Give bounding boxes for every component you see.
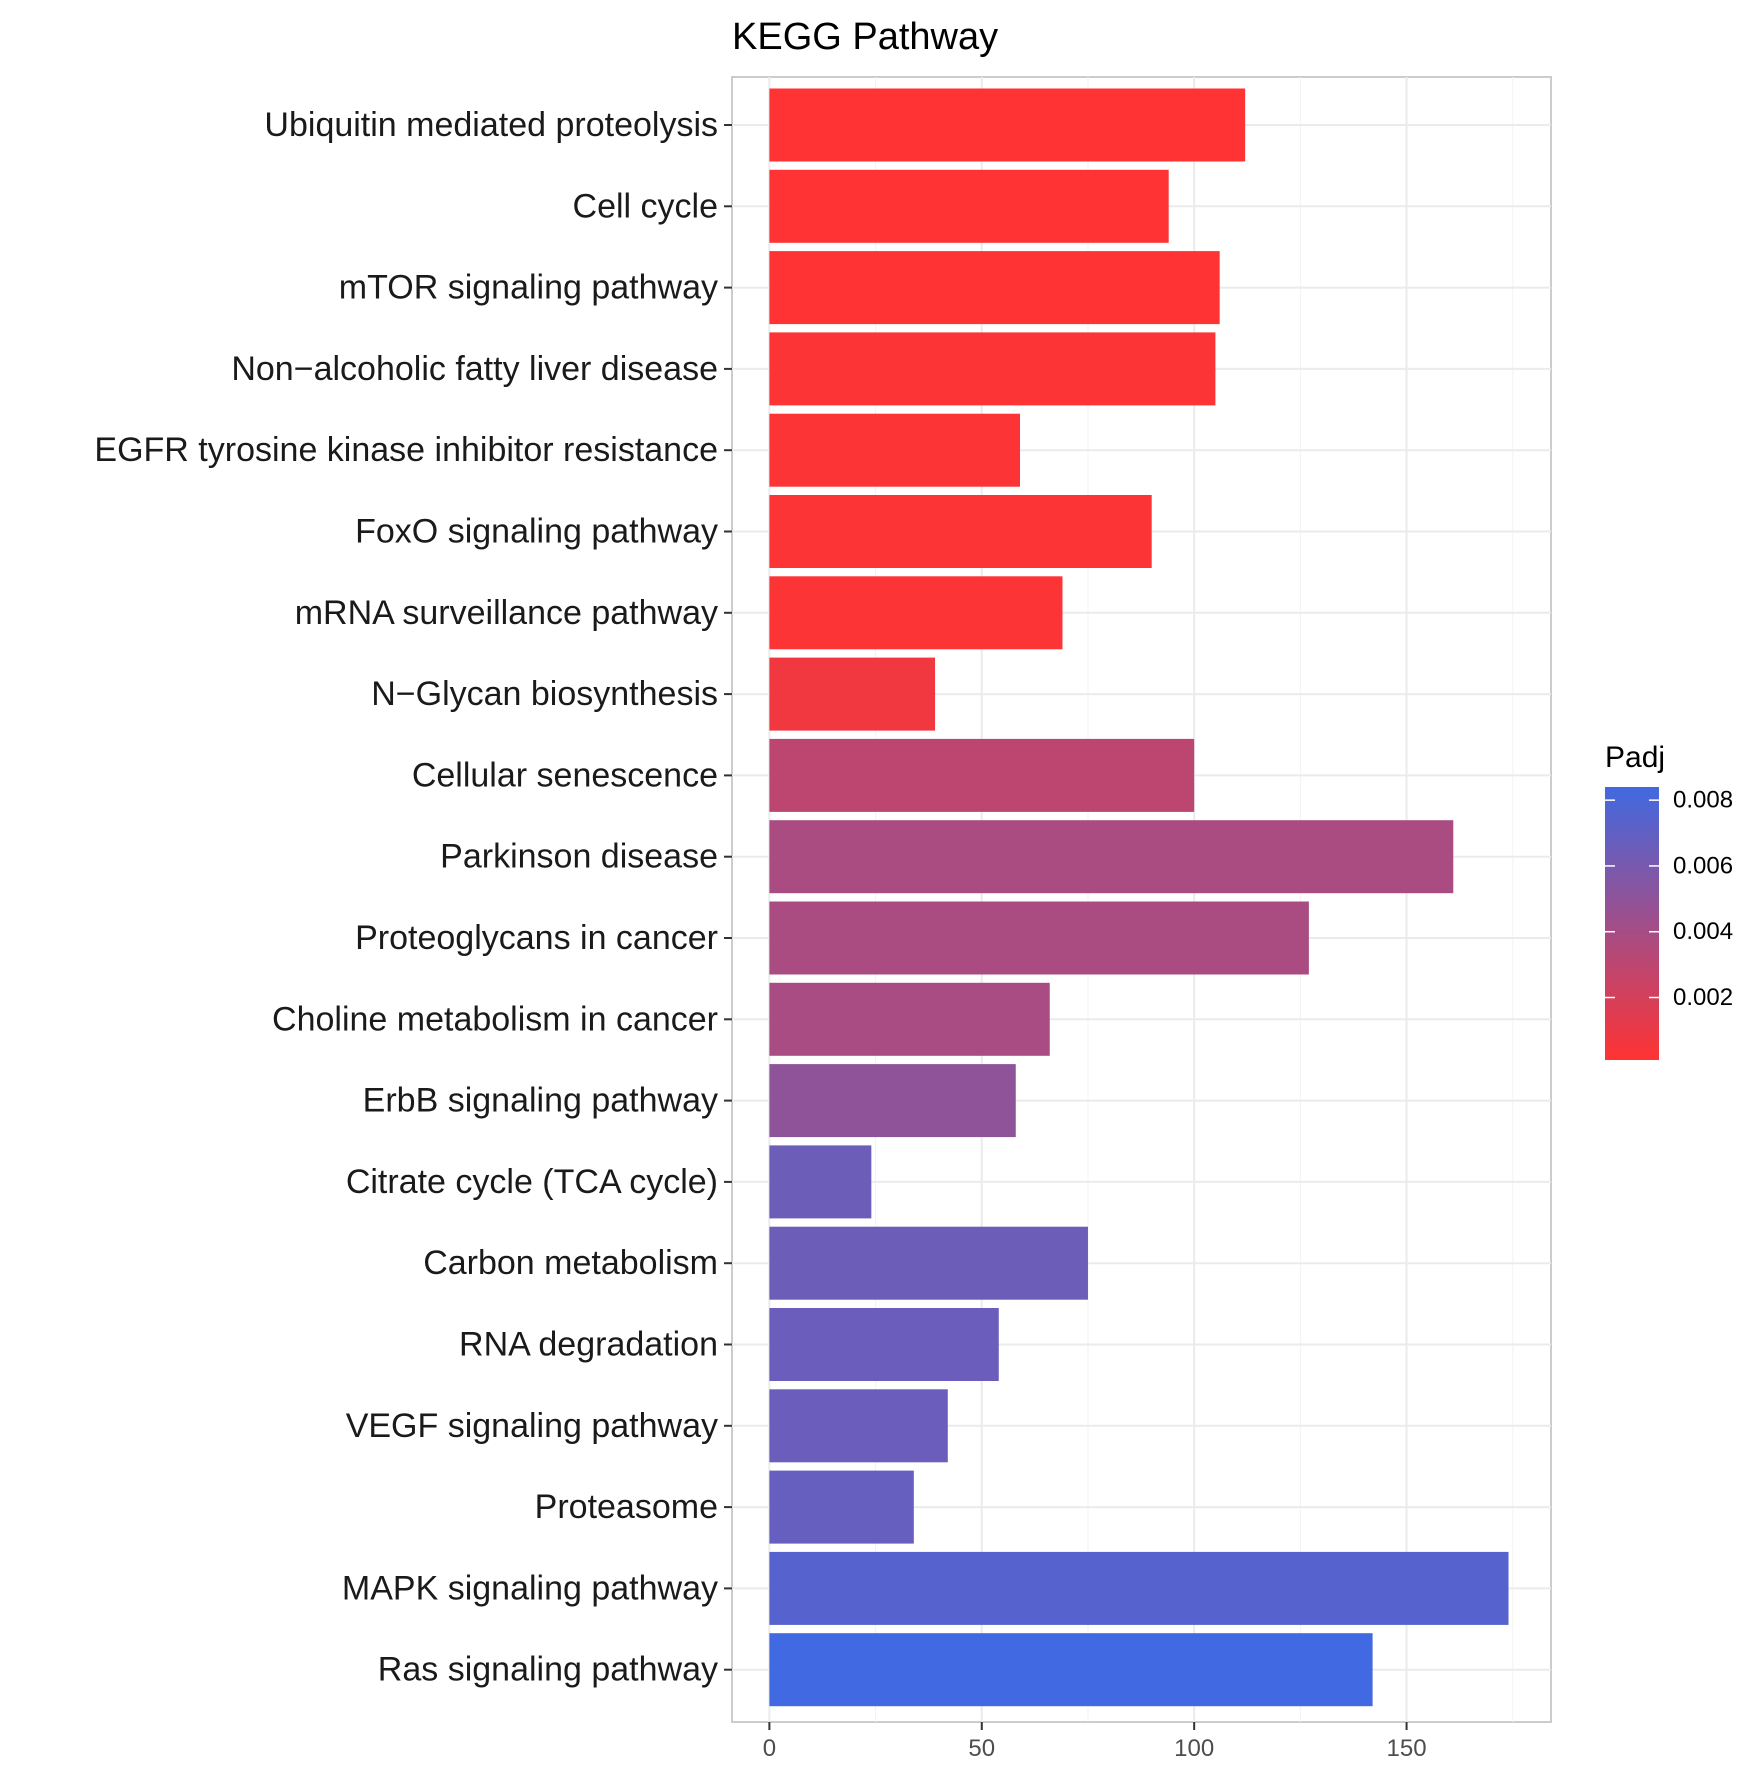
- y-tick-label: Carbon metabolism: [423, 1244, 718, 1282]
- bar: [769, 332, 1216, 406]
- legend-colorbar: [1605, 787, 1659, 1060]
- bar: [769, 1389, 948, 1463]
- bar: [769, 820, 1454, 894]
- bars-group: [769, 88, 1509, 1707]
- x-tick-label: 50: [968, 1735, 995, 1762]
- y-tick-label: Parkinson disease: [440, 838, 718, 876]
- y-tick-label: EGFR tyrosine kinase inhibitor resistanc…: [94, 431, 718, 469]
- y-tick-label: RNA degradation: [459, 1326, 718, 1364]
- x-tick-label: 0: [763, 1735, 776, 1762]
- legend-title: Padj: [1605, 741, 1665, 774]
- y-tick-label: VEGF signaling pathway: [346, 1407, 718, 1445]
- legend-tick-label: 0.002: [1673, 984, 1733, 1011]
- y-tick-label: Citrate cycle (TCA cycle): [346, 1163, 718, 1201]
- y-tick-label: ErbB signaling pathway: [363, 1082, 718, 1120]
- bar: [769, 495, 1152, 568]
- bar: [769, 576, 1063, 650]
- y-tick-label: mRNA surveillance pathway: [295, 594, 718, 632]
- legend-ticks: 0.002 0.004 0.006 0.008: [1605, 787, 1733, 1011]
- y-tick-label: Non−alcoholic fatty liver disease: [231, 350, 718, 388]
- bar: [769, 1470, 914, 1544]
- chart-title: KEGG Pathway: [732, 16, 998, 58]
- y-tick-label: Ras signaling pathway: [378, 1651, 718, 1689]
- bar: [769, 413, 1021, 487]
- bar: [769, 1633, 1373, 1707]
- y-tick-label: Ubiquitin mediated proteolysis: [264, 106, 718, 144]
- x-axis: 0 50 100 150: [763, 1722, 1427, 1762]
- y-tick-label: mTOR signaling pathway: [339, 269, 718, 307]
- bar: [769, 738, 1195, 812]
- y-tick-label: Cell cycle: [573, 187, 718, 225]
- x-tick-label: 100: [1174, 1735, 1214, 1762]
- y-tick-label: MAPK signaling pathway: [342, 1569, 718, 1607]
- legend-tick-label: 0.004: [1673, 918, 1733, 945]
- y-tick-label: Proteasome: [535, 1488, 718, 1526]
- bar: [769, 1551, 1509, 1625]
- y-tick-label: Proteoglycans in cancer: [355, 919, 718, 957]
- bar: [769, 1145, 872, 1219]
- bar: [769, 1308, 999, 1381]
- legend-tick-label: 0.006: [1673, 852, 1733, 879]
- legend-tick-label: 0.008: [1673, 787, 1733, 814]
- y-tick-label: FoxO signaling pathway: [355, 513, 718, 551]
- bar: [769, 88, 1246, 162]
- x-tick-label: 150: [1387, 1735, 1427, 1762]
- y-axis: Ubiquitin mediated proteolysis Cell cycle…: [94, 106, 732, 1689]
- y-tick-label: Choline metabolism in cancer: [272, 1000, 718, 1038]
- color-legend: Padj 0.002 0.004 0.006 0.008: [1605, 741, 1733, 1060]
- bar: [769, 251, 1220, 325]
- bar: [769, 657, 936, 731]
- bar: [769, 901, 1309, 975]
- y-tick-label: Cellular senescence: [412, 756, 718, 794]
- bar: [769, 1226, 1088, 1300]
- bar: [769, 1064, 1016, 1138]
- bar: [769, 169, 1169, 243]
- bar: [769, 982, 1050, 1056]
- y-tick-label: N−Glycan biosynthesis: [371, 675, 718, 713]
